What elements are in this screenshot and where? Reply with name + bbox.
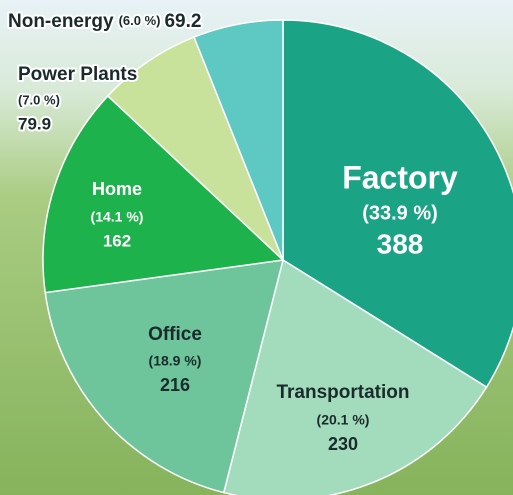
slice-name: Non-energy (8, 11, 114, 32)
slice-name: Power Plants (18, 64, 137, 85)
page: Factory (33.9 %) 388 Transportation (20.1 %)… (0, 0, 513, 495)
slice-percent: (20.1 %) (317, 412, 370, 428)
slice-label: Non-energy (6.0 %)69.2 (8, 11, 201, 32)
slice-value: 388 (377, 228, 424, 259)
slice-value: 216 (160, 375, 190, 395)
slice-percent: (7.0 %) (18, 92, 60, 107)
slice-percent: (6.0 %) (119, 13, 161, 28)
slice-percent: (18.9 %) (149, 353, 202, 369)
chart: Factory (33.9 %) 388 Transportation (20.1 %)… (0, 0, 513, 495)
slice-value: 230 (328, 434, 358, 454)
slice-name: Factory (342, 159, 458, 195)
slice-value: 79.9 (18, 114, 51, 133)
slice-percent: (33.9 %) (362, 202, 438, 224)
slice-name: Home (92, 179, 142, 199)
slice-value: 69.2 (164, 11, 201, 32)
slice-name: Office (148, 324, 202, 345)
slice-percent: (14.1 %) (91, 209, 144, 225)
slice-value: 162 (103, 231, 131, 250)
slice-name: Transportation (276, 382, 409, 403)
